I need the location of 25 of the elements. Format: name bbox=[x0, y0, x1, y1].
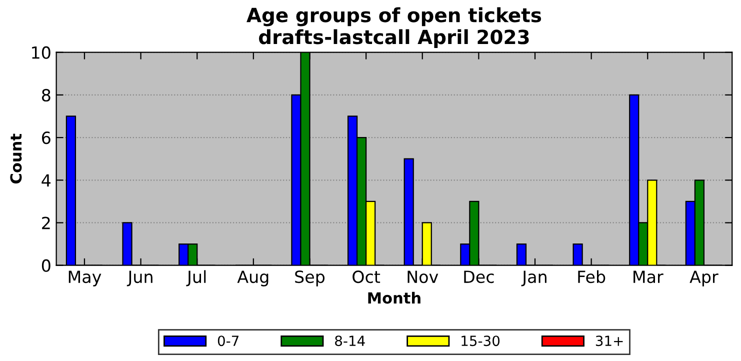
x-tick-label: Jan bbox=[521, 270, 546, 286]
x-tick-label: Jul bbox=[186, 270, 206, 286]
y-tick-label: 4 bbox=[42, 174, 51, 186]
y-tick-label: 2 bbox=[42, 216, 50, 230]
x-tick-label: Dec bbox=[464, 270, 494, 284]
x-axis-title: Month bbox=[368, 292, 420, 304]
x-tick-label: Feb bbox=[578, 270, 606, 284]
legend-label: 0-7 bbox=[218, 336, 238, 346]
x-tick-label: Jun bbox=[126, 270, 152, 286]
y-tick-label: 6 bbox=[42, 132, 50, 144]
x-tick-label: Mar bbox=[634, 270, 664, 284]
x-tick-label: Apr bbox=[690, 270, 718, 286]
y-tick-label: 0 bbox=[42, 259, 50, 272]
y-tick-label: 8 bbox=[42, 88, 50, 102]
y-axis-title: Count bbox=[10, 134, 22, 184]
x-tick-label: Sep bbox=[295, 270, 325, 286]
y-tick-label: 10 bbox=[32, 46, 50, 59]
x-tick-label: Nov bbox=[408, 270, 438, 284]
x-tick-label: Aug bbox=[237, 270, 268, 286]
legend-label: 15-30 bbox=[462, 336, 500, 346]
chart-title: Age groups of open tickets drafts-lastcall April 2023 bbox=[246, 7, 542, 48]
x-tick-label: Oct bbox=[352, 270, 380, 284]
legend-label: 31+ bbox=[596, 336, 623, 346]
legend-label: 8-14 bbox=[335, 336, 365, 346]
x-tick-label: May bbox=[68, 270, 102, 286]
